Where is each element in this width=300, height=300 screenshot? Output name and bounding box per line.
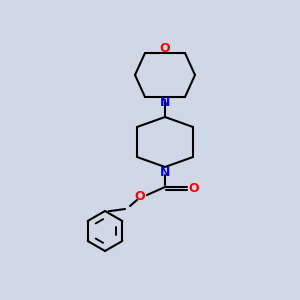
Text: N: N	[160, 95, 170, 109]
Text: N: N	[160, 166, 170, 178]
Text: O: O	[189, 182, 199, 194]
Text: O: O	[135, 190, 145, 202]
Text: O: O	[160, 41, 170, 55]
